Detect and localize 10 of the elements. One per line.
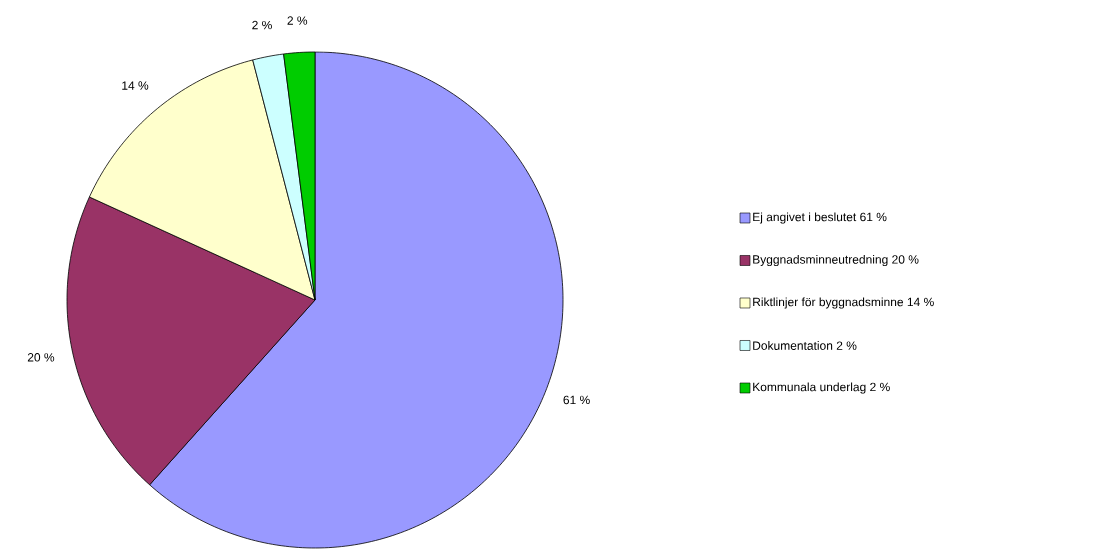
legend-label: Kommunala underlag 2 % xyxy=(753,382,890,394)
legend-label: Byggnadsminneutredning 20 % xyxy=(753,254,919,267)
legend-label: Riktlinjer för byggnadsminne 14 % xyxy=(753,297,934,309)
data-label: 61 % xyxy=(563,395,590,405)
data-label: 20 % xyxy=(27,353,55,362)
data-label: 2 % xyxy=(287,16,308,25)
data-label: 2 % xyxy=(252,20,272,30)
data-label: 14 % xyxy=(122,81,149,90)
legend-label: Ej angivet i beslutet 61 % xyxy=(753,212,887,224)
legend-label: Dokumentation 2 % xyxy=(753,341,857,350)
